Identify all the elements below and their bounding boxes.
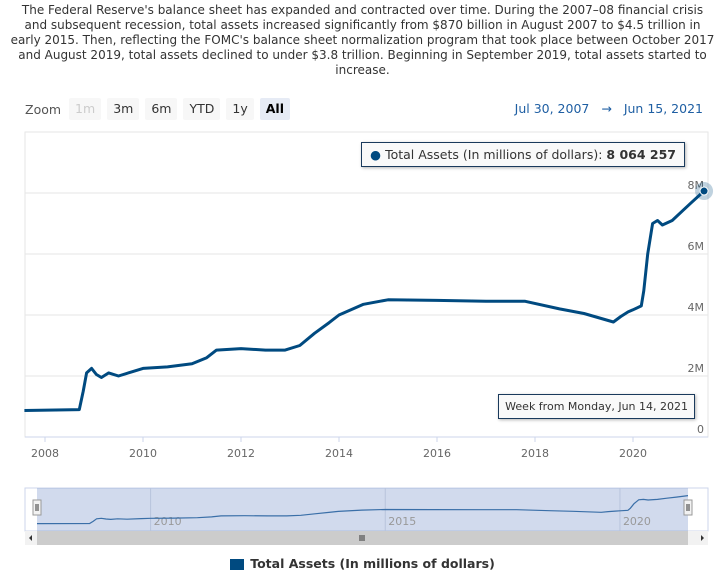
- x-tick-label: 2010: [129, 447, 157, 460]
- series-line: [24, 189, 706, 412]
- range-arrow: →: [601, 101, 612, 116]
- x-tick-label: 2012: [227, 447, 255, 460]
- zoom-all-button[interactable]: All: [259, 98, 290, 120]
- legend-label: Total Assets (In millions of dollars): [250, 556, 495, 571]
- y-tick-label: 4M: [688, 301, 705, 314]
- tooltip-series: Total Assets (In millions of dollars):: [385, 147, 603, 162]
- date-range: Jul 30, 2007 → Jun 15, 2021: [515, 101, 703, 116]
- plot-area: [24, 131, 709, 438]
- legend-item[interactable]: Total Assets (In millions of dollars): [0, 556, 725, 571]
- x-tick-label: 2014: [325, 447, 353, 460]
- y-tick-label: 8M: [688, 179, 705, 192]
- navigator-series: [36, 495, 689, 525]
- x-tick-label: 2016: [423, 447, 451, 460]
- date-tooltip: Week from Monday, Jun 14, 2021: [498, 394, 695, 419]
- tooltip-value: 8 064 257: [606, 147, 676, 162]
- zoom-1y-button[interactable]: 1y: [226, 98, 254, 120]
- zoom-controls: Zoom 1m 3m 6m YTD 1y All: [25, 98, 290, 120]
- legend-swatch: [230, 559, 245, 570]
- zoom-3m-button[interactable]: 3m: [107, 98, 140, 120]
- y-tick-label: 0: [697, 423, 704, 436]
- navigator-tick-label: 2015: [388, 515, 416, 528]
- x-tick-label: 2020: [619, 447, 647, 460]
- scroll-right-icon[interactable]: [701, 535, 704, 541]
- zoom-ytd-button[interactable]: YTD: [183, 98, 221, 120]
- scroll-left-icon[interactable]: [29, 535, 32, 541]
- range-to-input[interactable]: Jun 15, 2021: [623, 101, 703, 116]
- x-tick-label: 2018: [521, 447, 549, 460]
- y-tick-label: 6M: [688, 240, 705, 253]
- tooltip: ● Total Assets (In millions of dollars):…: [361, 142, 685, 167]
- navigator-tick-label: 2010: [154, 515, 182, 528]
- range-from-input[interactable]: Jul 30, 2007: [514, 101, 590, 116]
- y-tick-label: 2M: [688, 362, 705, 375]
- navigator-handle[interactable]: [683, 499, 693, 516]
- navigator-tick-label: 2020: [623, 515, 651, 528]
- hover-point[interactable]: [699, 186, 709, 196]
- x-tick-label: 2008: [31, 447, 59, 460]
- zoom-6m-button[interactable]: 6m: [145, 98, 178, 120]
- zoom-label: Zoom: [25, 101, 62, 117]
- chart-description: The Federal Reserve's balance sheet has …: [10, 3, 715, 77]
- zoom-1m-button[interactable]: 1m: [69, 98, 102, 120]
- navigator-handle[interactable]: [32, 499, 42, 516]
